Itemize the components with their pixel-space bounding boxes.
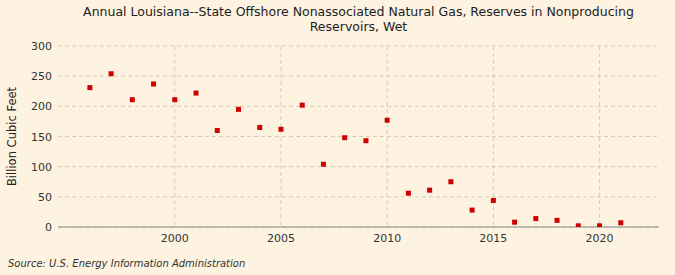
point	[151, 82, 156, 87]
title-line: Annual Louisiana--State Offshore Nonasso…	[83, 4, 634, 19]
x-tick-label: 2010	[373, 232, 401, 245]
point	[321, 162, 326, 167]
title: Annual Louisiana--State Offshore Nonasso…	[83, 4, 634, 34]
grid-line-x	[387, 46, 388, 227]
y-tick-label: 200	[31, 100, 52, 113]
point	[130, 97, 135, 102]
point	[363, 138, 368, 143]
point	[448, 179, 453, 184]
point	[109, 71, 114, 76]
y-axis-label: Billion Cubic Feet	[5, 86, 19, 186]
grid-line-y	[58, 196, 659, 197]
grid-line-x	[174, 46, 175, 227]
point	[385, 118, 390, 123]
grid-line-x	[280, 46, 281, 227]
point	[172, 97, 177, 102]
grid-line-y	[58, 76, 659, 77]
grid-line-x	[599, 46, 600, 227]
x-tick-label: 2000	[161, 232, 189, 245]
y-tick-label: 100	[31, 161, 52, 174]
point	[576, 223, 581, 227]
point	[406, 191, 411, 196]
point	[257, 125, 262, 130]
point	[87, 85, 92, 90]
point	[555, 218, 560, 223]
point	[215, 128, 220, 133]
source-note: Source: U.S. Energy Information Administ…	[8, 258, 245, 269]
y-tick-label: 50	[38, 191, 52, 204]
grid-line-y	[58, 106, 659, 107]
point	[278, 127, 283, 132]
x-axis-line	[58, 227, 659, 228]
point	[427, 188, 432, 193]
point	[300, 103, 305, 108]
x-tick-label: 2020	[586, 232, 614, 245]
grid-line-y	[58, 166, 659, 167]
grid-line-y	[58, 46, 659, 47]
point	[491, 198, 496, 203]
points	[87, 71, 623, 227]
point	[470, 208, 475, 213]
point	[618, 220, 623, 225]
chart: Annual Louisiana--State Offshore Nonasso…	[0, 0, 675, 275]
point	[597, 223, 602, 227]
point	[236, 107, 241, 112]
y-tick-label: 0	[45, 221, 52, 234]
title-line: Reservoirs, Wet	[310, 19, 408, 34]
point	[342, 135, 347, 140]
background	[0, 0, 675, 275]
x-tick-label: 2015	[479, 232, 507, 245]
x-tick-label: 2005	[267, 232, 295, 245]
point	[194, 91, 199, 96]
grid	[58, 46, 659, 227]
grid-line-y	[58, 227, 659, 228]
grid-line-y	[58, 136, 659, 137]
y-tick-label: 250	[31, 70, 52, 83]
point	[512, 220, 517, 225]
point	[533, 216, 538, 221]
y-tick-label: 150	[31, 131, 52, 144]
y-tick-label: 300	[31, 40, 52, 53]
